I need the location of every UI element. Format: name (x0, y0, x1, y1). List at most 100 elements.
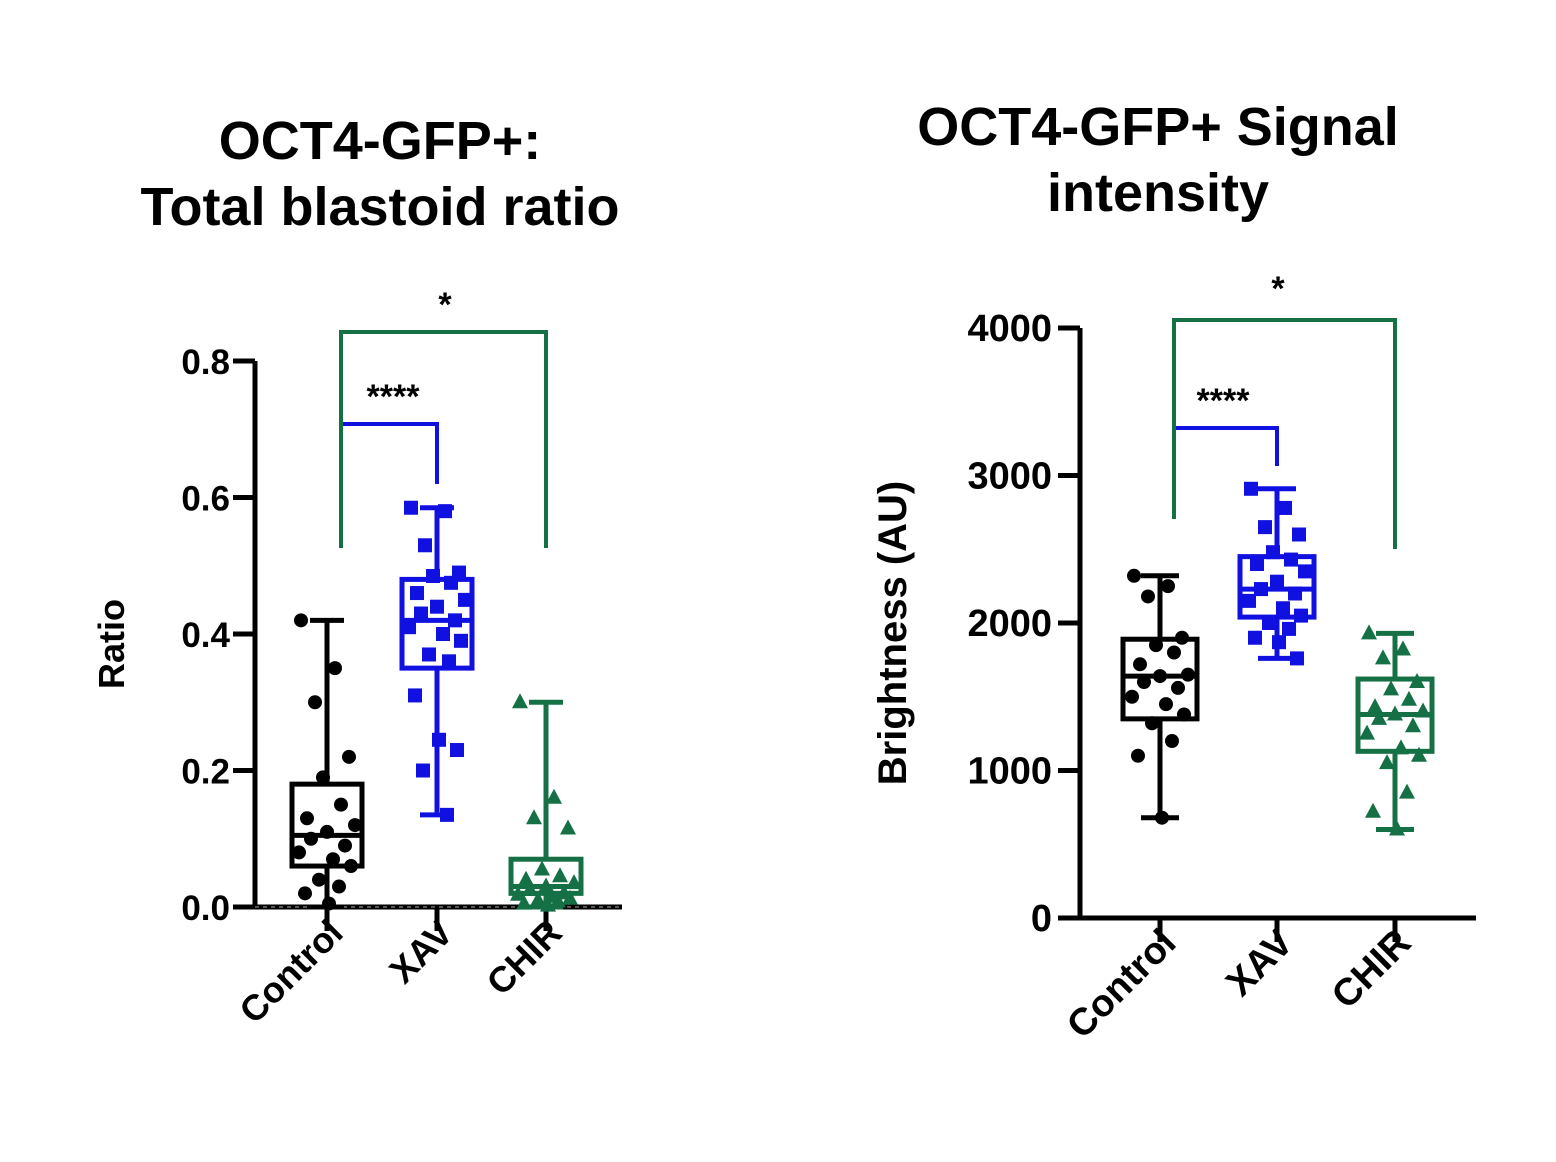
y-tick-label: 0.4 (181, 616, 230, 655)
data-point (1365, 802, 1381, 818)
data-point (1290, 651, 1304, 666)
data-point (1159, 697, 1173, 712)
data-point (1367, 698, 1383, 714)
data-point (440, 807, 454, 822)
data-point (1125, 689, 1139, 704)
data-point (312, 872, 326, 887)
data-point (334, 797, 348, 812)
brightness-box-plot: Brightness (AU) 0 1000 2000 3000 4000 Control X… (871, 270, 1476, 1047)
data-point (1127, 568, 1141, 583)
data-point (522, 880, 538, 896)
data-point (1177, 707, 1191, 722)
y-tick-label: 4000 (967, 308, 1052, 350)
data-point (1133, 657, 1147, 672)
y-tick-label: 1000 (967, 751, 1052, 793)
data-point (1242, 593, 1256, 608)
chart-title-line-1: OCT4-GFP+: (218, 111, 542, 171)
significance-label: * (438, 286, 452, 324)
box-group-control (289, 613, 365, 911)
data-point (526, 809, 542, 825)
data-point (534, 860, 550, 876)
y-tick-label: 0.8 (181, 343, 230, 382)
data-point (538, 877, 554, 893)
data-point (1244, 481, 1258, 496)
chart-title-line-1: OCT4-GFP+ Signal (917, 97, 1399, 157)
x-tick-label: CHIR (1324, 922, 1419, 1017)
data-point (448, 613, 462, 628)
data-point (342, 749, 356, 764)
chart-panel-ratio: OCT4-GFP+: Total blastoid ratio Ratio 0.0… (0, 0, 760, 1162)
data-point (566, 874, 582, 890)
data-point (1387, 705, 1403, 721)
data-point (1405, 717, 1421, 733)
y-axis-label: Brightness (AU) (871, 481, 915, 785)
data-point (418, 538, 432, 553)
data-point (308, 695, 322, 710)
data-point (1371, 709, 1387, 725)
data-point (1298, 564, 1312, 579)
data-point (1171, 680, 1185, 695)
significance-label: * (1271, 270, 1285, 308)
chart-title: OCT4-GFP+: Total blastoid ratio (0, 108, 760, 240)
y-axis-label: Ratio (91, 599, 132, 689)
data-point (454, 633, 468, 648)
data-point (294, 613, 308, 628)
data-point (1409, 673, 1425, 688)
y-tick-label: 0 (1031, 898, 1052, 940)
data-point (1294, 608, 1308, 623)
data-point (422, 647, 436, 662)
data-point (348, 818, 362, 833)
significance-bracket: * (339, 286, 548, 548)
data-point (300, 811, 314, 826)
data-point (1270, 574, 1284, 589)
box-group-chir (508, 693, 584, 912)
chart-title: OCT4-GFP+ Signal intensity (760, 94, 1556, 226)
data-point (1137, 675, 1151, 689)
data-point (410, 586, 424, 601)
data-point (1383, 680, 1399, 696)
data-point (436, 627, 450, 641)
x-tick-label: XAV (1218, 921, 1301, 1004)
data-point (438, 504, 452, 519)
data-point (1361, 624, 1377, 640)
data-point (328, 661, 342, 676)
data-point (402, 620, 416, 635)
data-point (1141, 589, 1155, 604)
data-point (1395, 640, 1411, 656)
data-point (408, 688, 422, 703)
significance-label: **** (367, 378, 421, 416)
data-point (320, 824, 334, 839)
chart-title-line-2: Total blastoid ratio (140, 177, 620, 237)
box-iqr (508, 856, 584, 896)
data-point (426, 568, 440, 583)
data-point (1379, 754, 1395, 770)
box-group-xav (399, 500, 475, 822)
data-point (1165, 734, 1179, 748)
significance-bracket: **** (1172, 382, 1279, 519)
y-tick-label: 0.6 (181, 480, 230, 519)
x-tick-label: CHIR (478, 912, 569, 1003)
bracket-line (1172, 318, 1397, 549)
data-point (1258, 520, 1272, 535)
data-point (1254, 582, 1268, 597)
data-point (322, 896, 336, 911)
data-point (432, 732, 446, 747)
data-point (1375, 649, 1391, 665)
data-point (1272, 635, 1286, 650)
data-point (1167, 645, 1181, 660)
x-tick-label: Control (231, 912, 350, 1031)
data-point (298, 886, 312, 901)
data-point (552, 867, 568, 883)
data-point (304, 831, 318, 846)
box-group-control (1120, 568, 1200, 825)
data-point (530, 891, 546, 907)
data-point (316, 770, 330, 785)
data-point (458, 592, 472, 607)
data-point (510, 885, 526, 901)
data-point (1389, 820, 1405, 836)
data-point (1278, 500, 1292, 515)
box-group-chir (1355, 624, 1435, 836)
data-point (550, 892, 566, 908)
data-point (442, 654, 456, 669)
data-point (1393, 739, 1409, 755)
